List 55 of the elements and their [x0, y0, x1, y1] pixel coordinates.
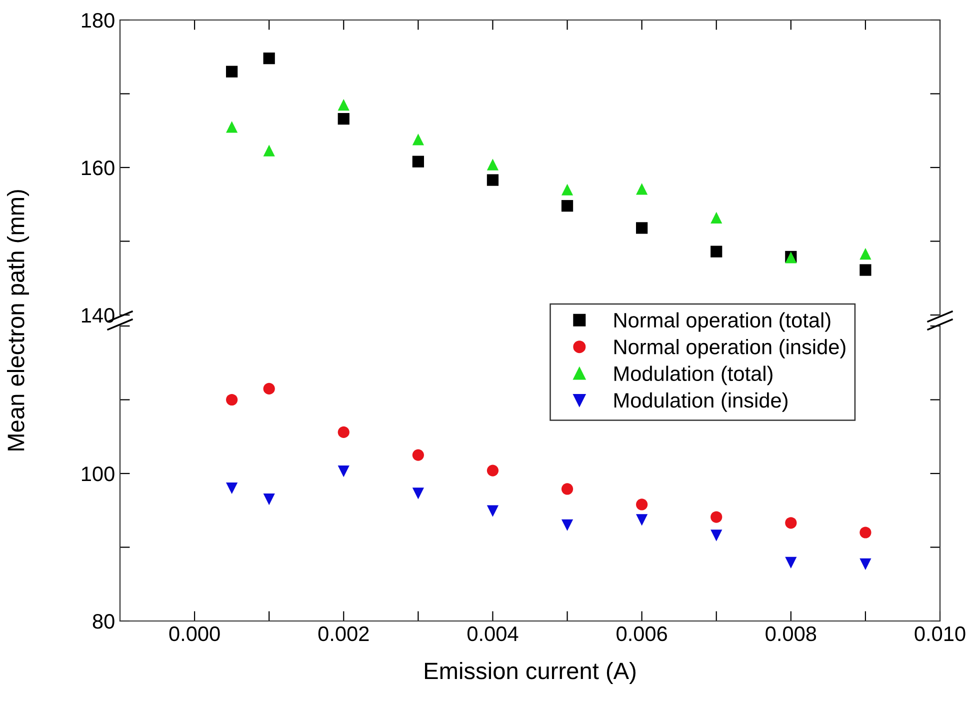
- point: [636, 222, 648, 234]
- point: [226, 66, 238, 78]
- point: [263, 382, 275, 394]
- point: [486, 174, 499, 186]
- point: [785, 556, 797, 569]
- legend-label: Normal operation (inside): [614, 339, 846, 358]
- point: [338, 426, 350, 438]
- point: [860, 264, 872, 276]
- point: [636, 183, 648, 195]
- y-tick-label: 100: [82, 466, 114, 482]
- point: [263, 144, 275, 156]
- legend-label: Modulation (total): [614, 366, 772, 386]
- y-tick-label: 80: [92, 614, 114, 629]
- point: [636, 514, 648, 526]
- point: [226, 394, 238, 406]
- point: [636, 498, 648, 510]
- point: [710, 511, 722, 523]
- point: [338, 99, 350, 111]
- point: [486, 158, 499, 170]
- point: [860, 248, 872, 260]
- x-tick-label: 0.000: [169, 626, 220, 642]
- point: [412, 449, 424, 461]
- y-tick-label: 180: [82, 13, 114, 28]
- legend-label: Modulation (inside): [614, 392, 788, 412]
- legend-label: Normal operation (total): [614, 312, 830, 332]
- x-axis-title: Emission current (A): [425, 662, 636, 684]
- point: [561, 483, 574, 495]
- point: [338, 465, 350, 478]
- point: [561, 184, 574, 196]
- point: [338, 113, 350, 125]
- x-tick-label: 0.004: [467, 626, 518, 642]
- point: [226, 482, 238, 494]
- x-tick-label: 0.002: [318, 626, 369, 642]
- y-tick-label: 140: [82, 308, 114, 323]
- point: [561, 519, 574, 531]
- y-tick-label: 160: [82, 160, 114, 176]
- point: [860, 558, 872, 570]
- point: [412, 488, 424, 500]
- point: [412, 134, 424, 146]
- x-tick-label: 0.006: [616, 626, 667, 642]
- point: [263, 494, 275, 506]
- point: [561, 200, 574, 212]
- point: [226, 121, 238, 133]
- point: [785, 517, 797, 529]
- point: [860, 526, 872, 538]
- y-axis-title: Mean electron path (mm): [6, 190, 30, 450]
- point: [710, 530, 722, 542]
- x-tick-label: 0.008: [766, 626, 816, 642]
- point: [710, 212, 722, 224]
- point: [486, 464, 499, 476]
- point: [412, 156, 424, 168]
- x-tick-label: 0.010: [914, 626, 966, 642]
- point: [486, 505, 499, 517]
- point: [710, 246, 722, 258]
- point: [263, 52, 275, 64]
